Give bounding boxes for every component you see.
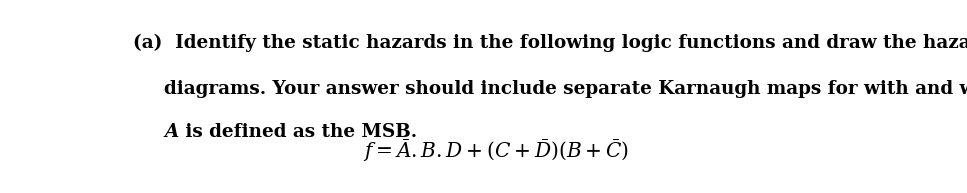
Text: (a)  Identify the static hazards in the following logic functions and draw the h: (a) Identify the static hazards in the f… bbox=[132, 34, 967, 52]
Text: $f = \bar{A}.B.D + (C + \bar{D})(B + \bar{C})$: $f = \bar{A}.B.D + (C + \bar{D})(B + \ba… bbox=[363, 138, 629, 164]
Text: A: A bbox=[164, 123, 179, 141]
Text: is defined as the MSB.: is defined as the MSB. bbox=[179, 123, 417, 141]
Text: diagrams. Your answer should include separate Karnaugh maps for with and without: diagrams. Your answer should include sep… bbox=[164, 80, 967, 98]
